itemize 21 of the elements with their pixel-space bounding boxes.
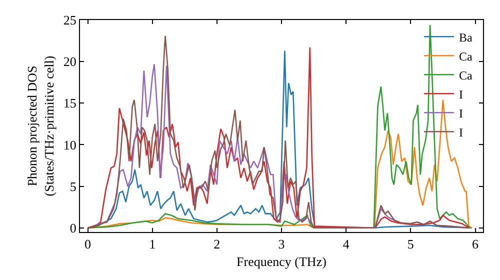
y-tick-label: 5 <box>70 178 76 194</box>
y-tick-label: 0 <box>70 220 76 236</box>
x-axis-title: Frequency (THz) <box>236 254 326 270</box>
x-tick-label: 1 <box>149 236 156 252</box>
x-tick-label: 2 <box>214 236 220 252</box>
legend-label: I <box>458 125 463 140</box>
legend-label: I <box>458 106 463 120</box>
y-tick-label: 25 <box>63 12 76 28</box>
legend-label: Ba <box>458 30 473 44</box>
x-tick-label: 5 <box>407 236 414 252</box>
y-tick-label: 15 <box>63 96 76 111</box>
legend-label: Ca <box>458 68 473 82</box>
legend-label: I <box>458 87 463 102</box>
x-tick-label: 0 <box>84 236 91 252</box>
x-tick-label: 3 <box>278 236 285 252</box>
y-tick-label: 20 <box>63 54 76 70</box>
y-axis-title: Phonon projected DOS (States/THz·primitive cell) <box>24 56 56 196</box>
x-tick-label: 6 <box>472 236 479 252</box>
x-tick-label: 4 <box>342 236 350 252</box>
y-tick-label: 10 <box>63 137 76 152</box>
legend-label: Ca <box>458 49 473 64</box>
